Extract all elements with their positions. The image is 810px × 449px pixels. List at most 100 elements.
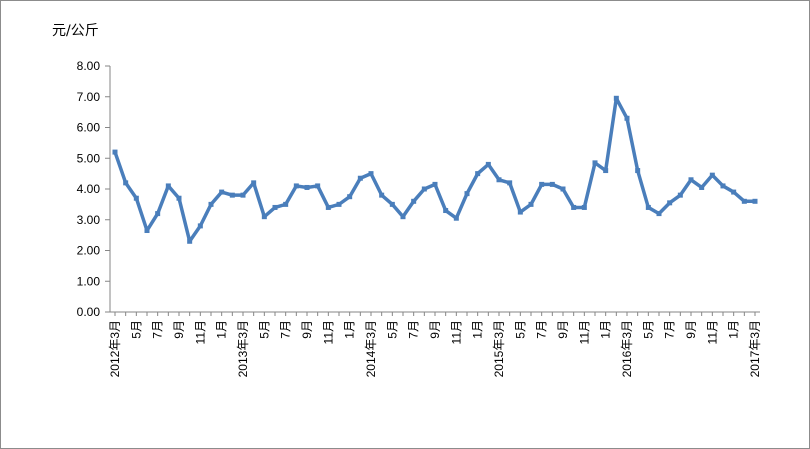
x-tick-label: 1月 — [343, 320, 357, 339]
y-tick-label: 3.00 — [77, 213, 101, 227]
data-point — [656, 211, 662, 217]
data-point — [603, 168, 609, 174]
data-point — [453, 215, 459, 221]
data-point — [283, 201, 289, 207]
x-tick-label: 2016年3月 — [620, 320, 634, 377]
x-tick-label: 2017年3月 — [748, 320, 762, 377]
x-tick-label: 9月 — [300, 320, 314, 339]
data-point — [752, 198, 758, 204]
data-point — [112, 149, 118, 155]
data-point — [187, 238, 193, 244]
data-point — [133, 195, 139, 201]
y-tick-label: 4.00 — [77, 182, 101, 196]
x-tick-label: 5月 — [129, 320, 143, 339]
data-point — [592, 160, 598, 166]
data-point — [677, 192, 683, 198]
data-point — [176, 195, 182, 201]
x-tick-label: 2012年3月 — [108, 320, 122, 377]
data-point — [304, 184, 310, 190]
data-point — [315, 183, 321, 189]
data-point — [571, 204, 577, 210]
data-point — [357, 175, 363, 181]
y-tick-label: 2.00 — [77, 244, 101, 258]
data-point — [325, 204, 331, 210]
data-point — [432, 181, 438, 187]
data-point — [272, 204, 278, 210]
data-point — [123, 180, 129, 186]
data-point — [635, 168, 641, 174]
data-point — [667, 200, 673, 206]
x-tick-label: 11月 — [321, 320, 335, 344]
y-tick-label: 0.00 — [77, 305, 101, 319]
data-point — [731, 189, 737, 195]
x-tick-label: 5月 — [641, 320, 655, 339]
x-tick-label: 1月 — [727, 320, 741, 339]
plot-area — [112, 95, 758, 244]
x-tick-label: 2014年3月 — [364, 320, 378, 377]
x-tick-label: 2015年3月 — [492, 320, 506, 377]
x-tick-label: 7月 — [663, 320, 677, 339]
data-point — [421, 186, 427, 192]
data-point — [741, 198, 747, 204]
y-axis-unit-label: 元/公斤 — [52, 23, 99, 39]
y-tick-label: 6.00 — [77, 121, 101, 135]
data-point — [720, 183, 726, 189]
data-point — [645, 204, 651, 210]
x-tick-label: 5月 — [513, 320, 527, 339]
y-tick-label: 7.00 — [77, 90, 101, 104]
data-point — [581, 204, 587, 210]
data-point — [464, 191, 470, 197]
data-point — [229, 192, 235, 198]
data-point — [560, 186, 566, 192]
data-point — [261, 214, 267, 220]
data-point — [347, 194, 353, 200]
x-tick-label: 11月 — [705, 320, 719, 344]
x-tick-label: 11月 — [577, 320, 591, 344]
x-tick-label: 2013年3月 — [236, 320, 250, 377]
series-line — [113, 96, 755, 244]
x-tick-label: 5月 — [385, 320, 399, 339]
data-point — [208, 201, 214, 207]
y-tick-label: 5.00 — [77, 151, 101, 165]
x-tick-label: 11月 — [193, 320, 207, 344]
x-tick-label: 7月 — [151, 320, 165, 339]
x-tick-label: 1月 — [599, 320, 613, 339]
data-point — [293, 183, 299, 189]
data-point — [240, 192, 246, 198]
y-tick-label: 8.00 — [77, 59, 101, 73]
data-point — [219, 189, 225, 195]
data-point — [443, 208, 449, 214]
data-point — [155, 211, 161, 217]
data-point — [165, 183, 171, 189]
data-point — [197, 223, 203, 229]
x-tick-label: 5月 — [257, 320, 271, 339]
data-point — [613, 95, 619, 101]
x-tick-label: 9月 — [172, 320, 186, 339]
data-point — [368, 171, 374, 177]
data-point — [539, 181, 545, 187]
data-point — [336, 201, 342, 207]
y-tick-label: 1.00 — [77, 274, 101, 288]
data-point — [475, 171, 481, 177]
x-tick-label: 7月 — [279, 320, 293, 339]
data-point — [699, 184, 705, 190]
data-point — [144, 228, 150, 234]
x-tick-label: 11月 — [449, 320, 463, 344]
data-point — [624, 115, 630, 121]
data-point — [411, 198, 417, 204]
data-point — [251, 180, 257, 186]
x-tick-label: 9月 — [556, 320, 570, 339]
x-tick-label: 9月 — [684, 320, 698, 339]
x-axis: 2012年3月 5月 7月 9月 11月 1月 2013年3月 5月 7月 9月 11月 1月 2014… — [108, 311, 762, 377]
data-point — [688, 177, 694, 183]
y-axis: 0.00 1.00 2.00 3.00 4.00 5.00 6.00 7.00 8.00 — [77, 59, 111, 319]
data-point — [709, 172, 715, 178]
data-point — [485, 161, 491, 167]
data-point — [400, 214, 406, 220]
data-point — [528, 201, 534, 207]
x-tick-label: 1月 — [215, 320, 229, 339]
x-tick-label: 7月 — [535, 320, 549, 339]
x-tick-label: 9月 — [428, 320, 442, 339]
